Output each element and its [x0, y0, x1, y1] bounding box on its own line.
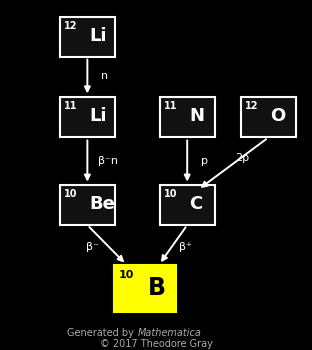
Bar — [60, 16, 115, 57]
Bar — [160, 185, 215, 225]
Text: N: N — [189, 107, 204, 125]
Bar — [60, 185, 115, 225]
Text: p: p — [201, 156, 208, 166]
Bar — [160, 97, 215, 137]
Text: β⁺: β⁺ — [179, 242, 192, 252]
Bar — [114, 265, 176, 313]
Text: 2p: 2p — [235, 153, 249, 163]
Text: C: C — [189, 195, 202, 213]
Text: © 2017 Theodore Gray: © 2017 Theodore Gray — [100, 339, 212, 349]
Text: 10: 10 — [118, 270, 134, 280]
Text: Generated by: Generated by — [67, 328, 137, 338]
Text: 11: 11 — [164, 101, 177, 111]
Text: B: B — [148, 276, 166, 300]
Text: Li: Li — [90, 27, 107, 45]
Bar — [60, 97, 115, 137]
Text: n: n — [101, 71, 108, 81]
Text: 11: 11 — [64, 101, 77, 111]
Text: 12: 12 — [245, 101, 258, 111]
Bar — [241, 97, 296, 137]
Text: Mathematica: Mathematica — [137, 328, 201, 338]
Text: 10: 10 — [64, 189, 77, 199]
Text: Li: Li — [90, 107, 107, 125]
Text: O: O — [271, 107, 286, 125]
Text: Be: Be — [90, 195, 115, 213]
Text: 10: 10 — [164, 189, 177, 199]
Text: β⁻n: β⁻n — [98, 156, 118, 166]
Text: 12: 12 — [64, 21, 77, 31]
Text: β⁻: β⁻ — [85, 242, 99, 252]
